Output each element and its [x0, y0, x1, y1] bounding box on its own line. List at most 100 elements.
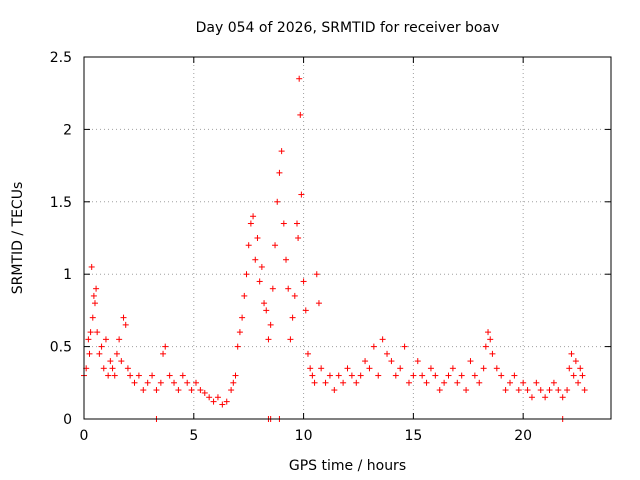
- x-tick-labels: 0 5 10 15 20: [80, 428, 533, 444]
- data-point: [414, 358, 421, 365]
- data-point: [122, 321, 129, 328]
- data-point: [575, 379, 582, 386]
- y-tick-label: 2: [63, 122, 72, 138]
- data-point: [160, 350, 167, 357]
- data-point: [192, 379, 199, 386]
- data-point: [454, 379, 461, 386]
- plot-frame: [83, 56, 612, 420]
- data-point: [568, 350, 575, 357]
- y-tick-label: 0: [63, 412, 72, 428]
- y-tick-label: 1: [63, 267, 72, 283]
- data-point: [206, 394, 213, 401]
- data-point: [485, 329, 492, 336]
- data-point: [388, 358, 395, 365]
- data-point: [188, 387, 195, 394]
- data-point: [265, 336, 272, 343]
- data-point: [498, 372, 505, 379]
- data-point: [542, 394, 549, 401]
- data-point: [432, 372, 439, 379]
- data-point: [335, 372, 342, 379]
- data-point: [581, 387, 588, 394]
- data-point: [102, 336, 109, 343]
- data-point: [405, 379, 412, 386]
- data-point: [85, 336, 92, 343]
- data-point: [537, 387, 544, 394]
- data-point: [463, 387, 470, 394]
- data-point: [315, 300, 322, 307]
- data-point: [234, 343, 241, 350]
- data-point: [379, 336, 386, 343]
- data-point: [397, 365, 404, 372]
- data-point: [269, 285, 276, 292]
- data-point: [528, 394, 535, 401]
- data-point: [344, 365, 351, 372]
- data-point: [171, 379, 178, 386]
- data-point: [295, 235, 302, 241]
- data-point: [291, 292, 298, 299]
- tick-marks: [83, 56, 611, 420]
- data-point: [502, 387, 509, 394]
- data-point: [256, 278, 263, 285]
- x-tick-label: 15: [404, 428, 422, 444]
- data-point: [302, 307, 309, 314]
- x-tick-label: 20: [514, 428, 532, 444]
- data-point: [175, 387, 182, 394]
- data-point: [304, 350, 311, 357]
- data-point: [214, 394, 221, 401]
- data-point: [572, 358, 579, 365]
- data-point: [285, 285, 292, 292]
- data-point: [533, 379, 540, 386]
- data-point: [153, 387, 160, 394]
- data-point: [250, 213, 257, 220]
- data-point: [436, 387, 443, 394]
- data-point: [219, 401, 226, 408]
- data-point: [131, 379, 138, 386]
- y-tick-label: 1.5: [50, 195, 72, 211]
- data-point: [357, 372, 364, 379]
- data-point: [489, 350, 496, 357]
- data-point: [566, 365, 573, 372]
- data-point: [267, 321, 274, 328]
- data-point: [458, 372, 465, 379]
- x-tick-label: 0: [80, 428, 89, 444]
- data-point: [201, 389, 208, 396]
- y-tick-label: 2.5: [50, 50, 72, 66]
- data-point: [559, 394, 566, 401]
- data-point: [91, 300, 98, 307]
- data-point: [326, 372, 333, 379]
- data-point: [247, 220, 254, 227]
- data-point: [252, 256, 259, 263]
- data-point: [296, 75, 303, 82]
- data-point: [109, 365, 116, 372]
- data-point: [318, 365, 325, 372]
- data-point: [107, 358, 114, 365]
- data-point: [570, 372, 577, 379]
- data-point: [297, 111, 304, 118]
- data-point: [98, 343, 105, 350]
- data-point: [298, 191, 305, 198]
- data-point: [127, 372, 134, 379]
- data-point: [375, 372, 382, 379]
- data-point: [179, 372, 186, 379]
- data-point: [149, 372, 156, 379]
- data-point: [366, 365, 373, 372]
- data-point: [90, 292, 97, 299]
- y-tick-label: 0.5: [50, 340, 72, 356]
- data-point: [243, 271, 250, 278]
- chart-title: Day 054 of 2026, SRMTID for receiver boa…: [196, 20, 500, 36]
- data-point: [370, 343, 377, 350]
- data-point: [88, 263, 95, 270]
- data-point: [113, 350, 120, 357]
- data-point: [89, 314, 96, 321]
- data-point: [283, 256, 290, 263]
- data-point: [410, 372, 417, 379]
- data-point: [223, 398, 230, 405]
- data-point: [116, 336, 123, 343]
- data-point: [197, 387, 204, 394]
- data-point: [100, 365, 107, 372]
- data-point: [276, 169, 283, 176]
- data-point: [162, 343, 169, 350]
- data-point: [362, 358, 369, 365]
- data-point: [118, 358, 125, 365]
- data-point: [579, 372, 586, 379]
